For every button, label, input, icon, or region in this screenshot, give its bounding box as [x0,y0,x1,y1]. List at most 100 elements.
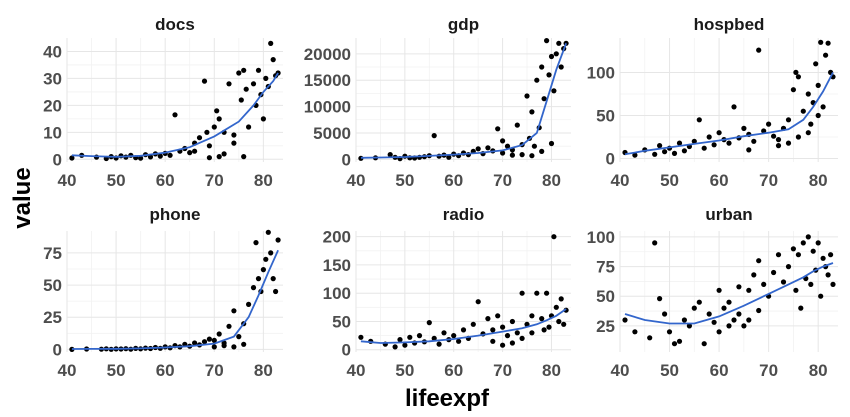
data-point [746,147,752,153]
x-tick-label: 70 [205,361,224,380]
y-tick-label: 100 [587,228,615,247]
data-point [192,340,198,346]
data-point [387,152,393,158]
x-tick-label: 80 [809,171,828,190]
points [358,38,569,162]
data-point [790,246,797,252]
data-point [231,140,237,146]
minor-grid [356,38,571,162]
data-point [558,64,564,70]
y-tick-label: 50 [332,312,351,331]
data-point [825,40,831,46]
data-point [268,40,274,47]
major-grid [66,231,283,352]
data-point [201,339,208,345]
data-point [196,135,203,141]
y-tick-label: 0 [53,340,62,359]
data-point [273,288,279,295]
data-point [825,272,831,278]
data-point [800,108,806,114]
data-point [828,252,834,258]
data-point [800,240,806,246]
data-point [436,341,442,347]
panel-hospbed: 40 50 60 70 80 0 50 100 hospbed [587,15,838,190]
data-point [529,109,535,115]
data-point [241,154,247,160]
minor-grid [620,231,838,352]
major-grid [619,231,838,352]
x-tick-label: 40 [58,361,77,380]
data-point [691,138,697,144]
data-point [741,323,747,329]
y-tick-label: 100 [587,63,615,82]
data-point [519,290,525,296]
data-point [798,305,804,311]
data-point [818,39,824,45]
x-tick-label: 80 [254,361,273,380]
data-point [241,67,247,73]
data-point [451,333,457,339]
data-point [662,311,668,317]
smooth-line [71,72,279,158]
panel-docs: 40 50 60 70 80 0 10 20 30 40 docs [43,15,283,190]
data-point [775,252,782,258]
data-point [524,93,530,99]
x-tick-label: 70 [759,171,778,190]
data-point [275,237,281,243]
data-point [632,152,638,158]
data-point [676,338,683,344]
data-point [531,143,538,149]
data-point [706,311,712,317]
data-point [541,327,547,333]
data-point [490,327,496,333]
data-point [246,301,252,307]
data-point [726,323,732,329]
data-point [255,276,262,282]
data-point [500,324,506,330]
x-tick-label: 70 [205,171,224,190]
data-point [509,318,515,325]
x-tick-label: 50 [107,171,126,190]
data-point [647,335,653,341]
x-tick-label: 60 [156,171,175,190]
data-point [808,121,814,127]
y-tick-label: 5000 [313,124,351,143]
data-point [696,117,702,123]
x-tick-label: 50 [395,361,414,380]
data-point [446,154,452,160]
data-point [681,148,688,154]
y-tick-label: 50 [43,276,62,295]
data-point [402,342,408,348]
data-point [556,318,562,325]
y-tick-label: 50 [596,287,615,306]
data-point [830,281,836,287]
data-point [793,69,799,75]
data-point [426,320,432,326]
y-tick-label: 30 [43,69,62,88]
smooth-line [360,42,567,159]
data-point [756,47,762,53]
data-point [815,112,821,119]
data-point [211,344,217,350]
data-point [546,324,552,330]
data-point [771,269,777,276]
x-tick-label: 80 [254,171,273,190]
data-point [706,134,712,140]
data-point [485,145,491,151]
x-tick-label: 70 [493,361,512,380]
data-point [746,317,752,323]
minor-grid [620,38,838,162]
data-point [666,329,673,335]
y-tick-label: 25 [43,308,62,327]
smooth-line [624,71,834,156]
data-point [529,153,535,159]
points [622,39,836,158]
data-point [671,341,678,347]
data-point [211,337,217,343]
x-axis-title: lifeexpf [405,385,490,412]
smooth-line [71,249,279,350]
x-tick-label: 40 [611,361,630,380]
data-point [731,104,737,110]
data-point [793,287,799,293]
x-tick-label: 50 [395,171,414,190]
